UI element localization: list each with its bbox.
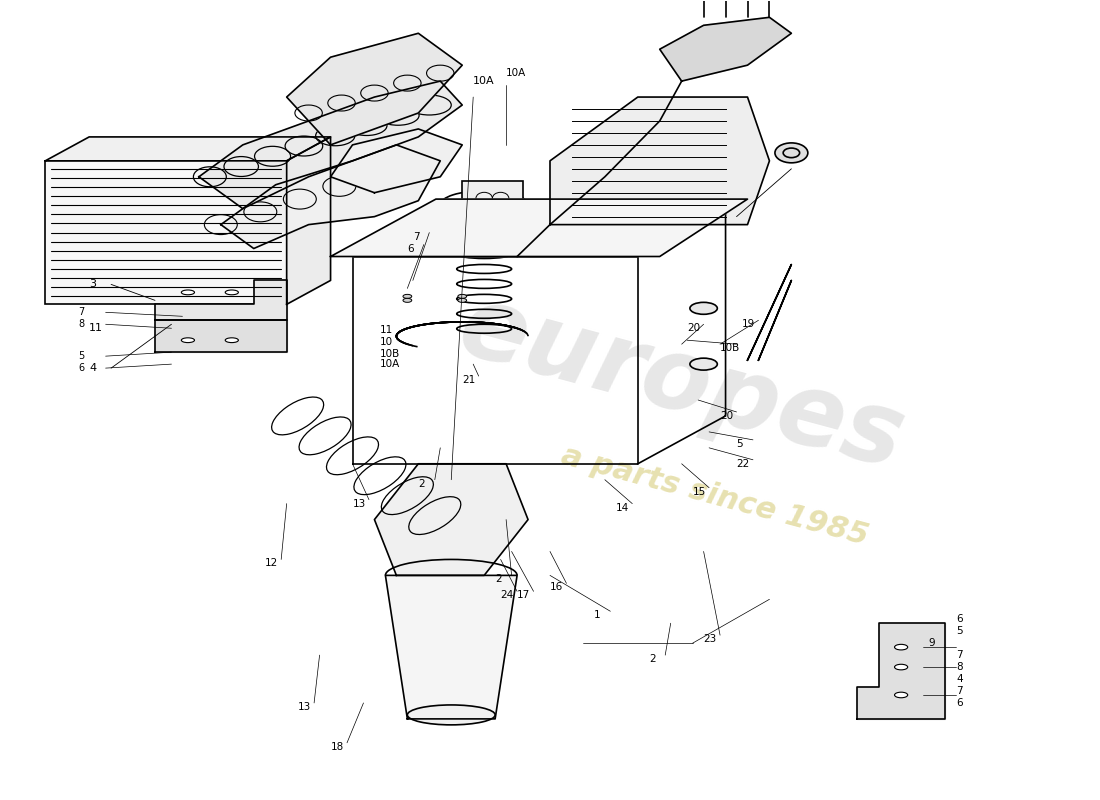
Bar bbox=[45, 161, 287, 304]
Text: 5: 5 bbox=[956, 626, 962, 636]
Polygon shape bbox=[374, 464, 528, 575]
Text: 23: 23 bbox=[704, 634, 717, 644]
Text: 7: 7 bbox=[956, 686, 962, 696]
Ellipse shape bbox=[458, 298, 466, 302]
Ellipse shape bbox=[408, 230, 417, 234]
Text: 5: 5 bbox=[78, 351, 85, 361]
Text: 7: 7 bbox=[956, 650, 962, 660]
Text: 10: 10 bbox=[379, 337, 393, 347]
Polygon shape bbox=[550, 97, 769, 225]
Polygon shape bbox=[385, 575, 517, 719]
Text: 6: 6 bbox=[956, 698, 962, 708]
Text: 24: 24 bbox=[500, 590, 514, 600]
Text: 14: 14 bbox=[616, 502, 629, 513]
Text: 2: 2 bbox=[649, 654, 656, 664]
Polygon shape bbox=[155, 281, 287, 320]
Text: 5: 5 bbox=[737, 439, 744, 449]
Ellipse shape bbox=[458, 294, 466, 298]
Ellipse shape bbox=[182, 290, 195, 294]
Polygon shape bbox=[221, 145, 440, 249]
Text: 20: 20 bbox=[688, 323, 701, 334]
Text: 2: 2 bbox=[495, 574, 502, 584]
Polygon shape bbox=[287, 137, 331, 304]
Text: 17: 17 bbox=[517, 590, 530, 600]
Ellipse shape bbox=[894, 692, 908, 698]
Text: 10A: 10A bbox=[506, 68, 527, 78]
Text: 8: 8 bbox=[956, 662, 962, 672]
Polygon shape bbox=[331, 199, 748, 257]
Text: 9: 9 bbox=[928, 638, 935, 648]
Text: a parts since 1985: a parts since 1985 bbox=[558, 441, 871, 550]
Text: 2: 2 bbox=[418, 478, 425, 489]
Text: 4: 4 bbox=[956, 674, 962, 684]
Text: 6: 6 bbox=[956, 614, 962, 624]
Polygon shape bbox=[331, 129, 462, 193]
Ellipse shape bbox=[226, 290, 239, 294]
Text: 16: 16 bbox=[550, 582, 563, 592]
Bar bbox=[462, 181, 522, 217]
Text: 13: 13 bbox=[298, 702, 311, 712]
Text: 20: 20 bbox=[720, 411, 734, 421]
Ellipse shape bbox=[690, 358, 717, 370]
Text: 10A: 10A bbox=[473, 76, 495, 86]
Polygon shape bbox=[660, 18, 791, 81]
Ellipse shape bbox=[226, 338, 239, 342]
Text: 3: 3 bbox=[89, 279, 96, 290]
Ellipse shape bbox=[403, 294, 411, 298]
Text: 18: 18 bbox=[331, 742, 344, 752]
Polygon shape bbox=[45, 137, 331, 161]
Text: 13: 13 bbox=[352, 498, 365, 509]
Text: 11: 11 bbox=[379, 325, 393, 335]
Ellipse shape bbox=[403, 298, 411, 302]
Text: 12: 12 bbox=[265, 558, 278, 569]
Text: 10A: 10A bbox=[379, 359, 400, 369]
Text: 7: 7 bbox=[78, 307, 85, 318]
Polygon shape bbox=[155, 320, 287, 352]
Text: 22: 22 bbox=[737, 458, 750, 469]
Text: 8: 8 bbox=[78, 319, 85, 330]
Polygon shape bbox=[857, 623, 945, 719]
Ellipse shape bbox=[408, 246, 417, 250]
Text: 15: 15 bbox=[693, 486, 706, 497]
Text: 21: 21 bbox=[462, 375, 475, 385]
Polygon shape bbox=[287, 34, 462, 145]
Text: 1: 1 bbox=[594, 610, 601, 620]
Ellipse shape bbox=[894, 664, 908, 670]
Polygon shape bbox=[199, 81, 462, 209]
Ellipse shape bbox=[182, 338, 195, 342]
Text: 6: 6 bbox=[407, 243, 414, 254]
Text: 10B: 10B bbox=[720, 343, 740, 353]
Text: 10B: 10B bbox=[379, 349, 400, 358]
Ellipse shape bbox=[774, 143, 807, 163]
Text: 7: 7 bbox=[412, 231, 419, 242]
Ellipse shape bbox=[480, 210, 488, 214]
Ellipse shape bbox=[546, 230, 554, 234]
Text: 6: 6 bbox=[78, 363, 85, 373]
Text: europes: europes bbox=[449, 278, 914, 490]
Text: 4: 4 bbox=[89, 363, 97, 373]
Ellipse shape bbox=[407, 705, 495, 725]
Ellipse shape bbox=[690, 302, 717, 314]
Text: 11: 11 bbox=[89, 323, 103, 334]
Ellipse shape bbox=[894, 644, 908, 650]
Ellipse shape bbox=[546, 246, 554, 250]
Ellipse shape bbox=[493, 210, 502, 214]
Text: 19: 19 bbox=[742, 319, 756, 330]
